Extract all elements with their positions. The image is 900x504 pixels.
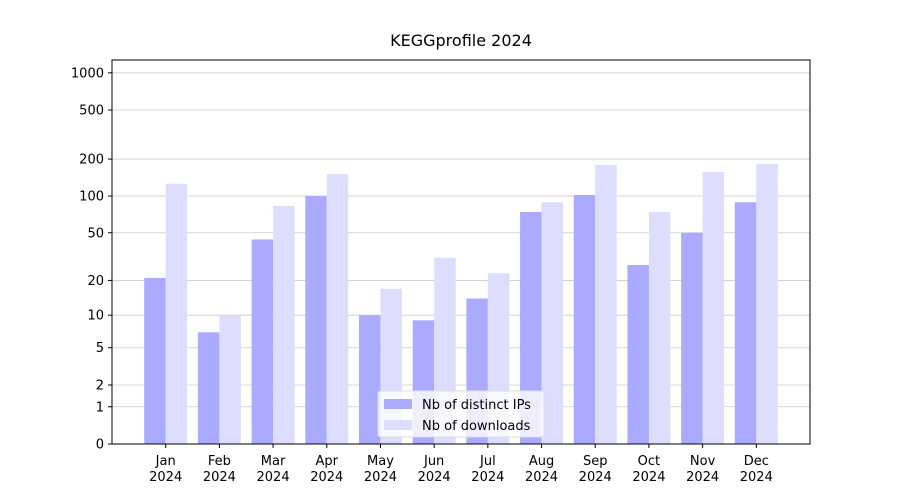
bar bbox=[273, 205, 295, 444]
bar bbox=[219, 315, 241, 444]
x-tick-label: Sep 2024 bbox=[579, 454, 612, 485]
y-tick-label: 50 bbox=[87, 226, 104, 241]
x-tick-label: May 2024 bbox=[364, 454, 397, 485]
y-tick-label: 0 bbox=[96, 438, 104, 453]
y-tick-label: 100 bbox=[79, 190, 104, 205]
bar bbox=[734, 202, 757, 444]
bar bbox=[648, 212, 671, 444]
legend-box bbox=[377, 390, 545, 438]
y-tick-label: 20 bbox=[87, 274, 104, 289]
bar bbox=[251, 239, 274, 444]
chart-title: KEGGprofile 2024 bbox=[390, 31, 532, 50]
bar bbox=[197, 332, 220, 444]
bar bbox=[165, 183, 188, 444]
x-tick-label: Jan 2024 bbox=[149, 454, 182, 485]
y-tick-label: 5 bbox=[96, 341, 104, 356]
x-tick-label: Nov 2024 bbox=[686, 454, 719, 485]
y-tick-label: 10 bbox=[87, 309, 104, 324]
plot-frame bbox=[111, 59, 811, 445]
bar bbox=[520, 212, 542, 444]
x-tick-label: Oct 2024 bbox=[632, 454, 665, 485]
x-tick-label: Dec 2024 bbox=[740, 454, 773, 485]
y-tick-label: 200 bbox=[79, 153, 104, 168]
x-tick-label: Apr 2024 bbox=[310, 454, 343, 485]
x-tick-label: Aug 2024 bbox=[525, 454, 558, 485]
bar bbox=[144, 277, 166, 444]
bar bbox=[573, 195, 596, 444]
legend-label: Nb of downloads bbox=[422, 419, 531, 434]
bar bbox=[627, 264, 649, 444]
bar bbox=[326, 174, 349, 444]
y-tick-label: 1 bbox=[96, 400, 104, 415]
legend: Nb of distinct IPs Nb of downloads bbox=[377, 390, 545, 438]
bar bbox=[756, 164, 778, 445]
y-tick-label: 1000 bbox=[71, 66, 104, 81]
x-tick-label: Mar 2024 bbox=[257, 454, 290, 485]
x-tick-label: Feb 2024 bbox=[203, 454, 236, 485]
x-tick-label: Jul 2024 bbox=[471, 454, 504, 485]
legend-swatch bbox=[384, 399, 412, 409]
y-tick-label: 500 bbox=[79, 104, 104, 119]
legend-label: Nb of distinct IPs bbox=[422, 398, 531, 413]
bar bbox=[305, 196, 327, 444]
bar bbox=[681, 232, 703, 444]
bar bbox=[541, 202, 564, 444]
bar bbox=[595, 165, 617, 444]
bar bbox=[358, 315, 381, 444]
x-tick-label: Jun 2024 bbox=[418, 454, 451, 485]
bar bbox=[702, 172, 725, 445]
legend-swatch bbox=[384, 420, 412, 430]
y-tick-label: 2 bbox=[96, 378, 104, 393]
